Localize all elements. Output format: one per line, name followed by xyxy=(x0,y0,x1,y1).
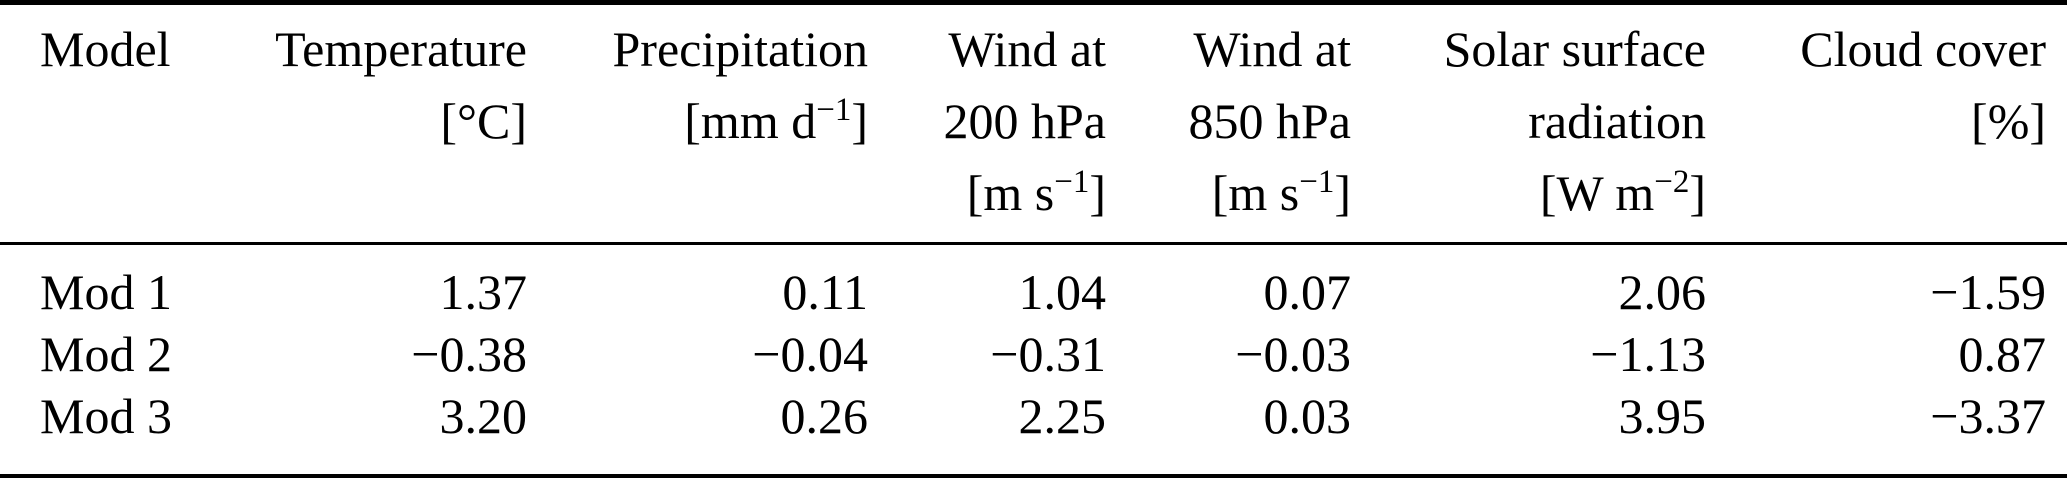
wind-850hpa-unit: [m s−1] xyxy=(1211,163,1351,221)
precipitation-unit: [mm d−1] xyxy=(684,91,868,149)
cell-cloud-cover: −3.37 xyxy=(1930,388,2046,444)
cell-model: Mod 1 xyxy=(40,264,172,320)
wind-200hpa-unit: [m s−1] xyxy=(966,163,1106,221)
solar-radiation-unit: [W m−2] xyxy=(1539,163,1706,221)
table-header: Model Temperature [°C] Precipitation [mm… xyxy=(0,3,2067,244)
cell-model: Mod 2 xyxy=(40,326,172,382)
col-header-solar-radiation: Solar surface radiation [W m−2] xyxy=(1351,3,1706,244)
cell-wind-200hpa: −0.31 xyxy=(990,326,1106,382)
col-header-temperature: Temperature [°C] xyxy=(210,3,527,244)
cell-solar-radiation: 3.95 xyxy=(1618,388,1707,444)
col-header-wind-850hpa: Wind at 850 hPa [m s−1] xyxy=(1106,3,1352,244)
table-row-mod-1: Mod 1 1.37 0.11 1.04 0.07 2.06 −1.59 xyxy=(0,244,2067,324)
cell-model: Mod 3 xyxy=(40,388,172,444)
cell-cloud-cover: −1.59 xyxy=(1930,264,2046,320)
col-header-wind-200hpa: Wind at 200 hPa [m s−1] xyxy=(868,3,1107,244)
col-header-cloud-cover: Cloud cover [%] xyxy=(1706,3,2067,244)
cell-precipitation: 0.11 xyxy=(782,264,868,320)
cell-wind-850hpa: −0.03 xyxy=(1235,326,1351,382)
col-header-model: Model xyxy=(0,3,210,244)
table-row-mod-2: Mod 2 −0.38 −0.04 −0.31 −0.03 −1.13 0.87 xyxy=(0,323,2067,385)
cell-precipitation: −0.04 xyxy=(752,326,868,382)
col-header-precipitation: Precipitation [mm d−1] xyxy=(527,3,869,244)
cell-cloud-cover: 0.87 xyxy=(1958,326,2047,382)
cell-wind-200hpa: 1.04 xyxy=(1018,264,1107,320)
cell-wind-850hpa: 0.07 xyxy=(1263,264,1352,320)
header-row: Model Temperature [°C] Precipitation [mm… xyxy=(0,3,2067,244)
cell-temperature: 3.20 xyxy=(439,388,528,444)
cell-solar-radiation: −1.13 xyxy=(1590,326,1706,382)
cell-temperature: −0.38 xyxy=(411,326,527,382)
cell-wind-850hpa: 0.03 xyxy=(1263,388,1352,444)
col-header-model-label: Model xyxy=(40,21,171,77)
cell-solar-radiation: 2.06 xyxy=(1618,264,1707,320)
cell-precipitation: 0.26 xyxy=(780,388,869,444)
table-body: Mod 1 1.37 0.11 1.04 0.07 2.06 −1.59 Mod… xyxy=(0,244,2067,477)
table-row-mod-3: Mod 3 3.20 0.26 2.25 0.03 3.95 −3.37 xyxy=(0,385,2067,476)
cloud-cover-unit: [%] xyxy=(1971,93,2046,149)
cell-wind-200hpa: 2.25 xyxy=(1018,388,1107,444)
temperature-unit: [°C] xyxy=(440,93,527,149)
cell-temperature: 1.37 xyxy=(439,264,528,320)
